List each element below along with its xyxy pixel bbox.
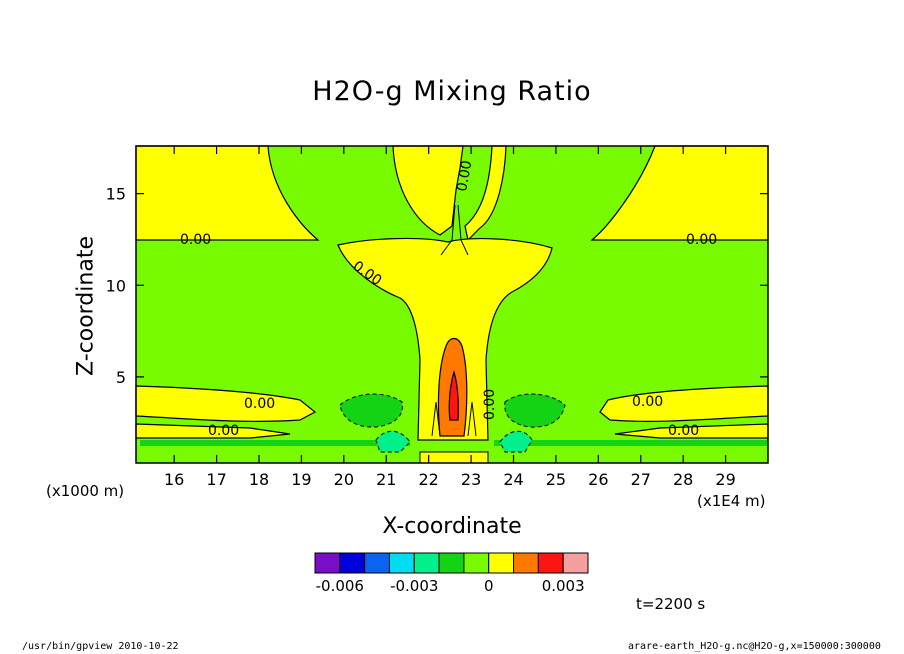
- x-tick-label: 23: [461, 470, 481, 489]
- x-tick-label: 27: [631, 470, 651, 489]
- contour-region-surface-yellow: [419, 451, 489, 464]
- x-tick-label: 26: [588, 470, 608, 489]
- contour-line-chimney: [440, 204, 469, 256]
- contour-region-lower-right: [599, 385, 769, 422]
- contour-region-top-center: [392, 145, 464, 236]
- contour-band-green-left: [140, 440, 410, 446]
- x-tick-label: 16: [164, 470, 184, 489]
- y-axis-label: Z-coordinate: [73, 236, 99, 376]
- colorbar-swatch: [537, 552, 564, 574]
- plot-area: [135, 145, 769, 464]
- colorbar-swatch: [413, 552, 440, 574]
- contour-label: 0.00: [686, 232, 717, 248]
- y-axis-unit: (x1000 m): [46, 482, 125, 500]
- colorbar-swatch: [488, 552, 515, 574]
- contour-label: 0.00: [454, 159, 475, 192]
- colorbar-swatch: [339, 552, 366, 574]
- colorbar-swatch: [463, 552, 490, 574]
- x-axis-label: X-coordinate: [382, 514, 522, 539]
- colorbar-swatch: [388, 552, 415, 574]
- x-tick-label: 24: [503, 470, 523, 489]
- contour-label: 0.00: [632, 394, 663, 410]
- x-tick-label: 17: [206, 470, 226, 489]
- x-axis-unit: (x1E4 m): [697, 492, 766, 510]
- colorbar-swatch: [562, 552, 589, 574]
- colorbar-tick-label: -0.006: [316, 577, 364, 595]
- footer-right: arare-earth_H2O-g.nc@H2O-g,x=150000:3000…: [628, 641, 881, 652]
- contour-label: 0.00: [180, 232, 211, 248]
- y-axis-ticks: 5 10 15: [106, 185, 768, 387]
- contour-region-core-red: [448, 369, 459, 421]
- x-axis-ticks: 16 17 18 19 20 21 22 23 24 25 26 27 28 29: [164, 146, 736, 489]
- footer-left: /usr/bin/gpview 2010-10-22: [22, 641, 179, 652]
- x-tick-label: 21: [376, 470, 396, 489]
- x-tick-label: 20: [334, 470, 354, 489]
- x-tick-label: 22: [418, 470, 438, 489]
- colorbar: -0.006 -0.003 0 0.003: [314, 552, 589, 595]
- contour-label: 0.00: [244, 396, 275, 412]
- contour-region-upper-left: [135, 145, 320, 241]
- contour-label: 0.00: [208, 423, 239, 439]
- time-annotation: t=2200 s: [636, 595, 706, 613]
- contour-region-anvil: [337, 237, 553, 441]
- colorbar-tick-label: 0.003: [542, 577, 585, 595]
- colorbar-swatch: [314, 552, 341, 574]
- x-tick-label: 29: [715, 470, 735, 489]
- x-tick-label: 19: [291, 470, 311, 489]
- x-tick-label: 18: [249, 470, 269, 489]
- contour-region-green-right: [504, 393, 566, 428]
- y-tick-label: 15: [106, 185, 126, 204]
- colorbar-swatch: [364, 552, 390, 574]
- y-tick-label: 10: [106, 276, 126, 295]
- contour-region-lower-left: [135, 385, 317, 422]
- colorbar-tick-label: -0.003: [390, 577, 438, 595]
- x-tick-label: 28: [673, 470, 693, 489]
- colorbar-swatch: [513, 552, 539, 574]
- colorbar-swatch: [438, 552, 465, 574]
- chart-title: H2O-g Mixing Ratio: [312, 76, 592, 107]
- contour-region-top-center-right: [464, 145, 507, 242]
- contour-region-upper-right: [590, 145, 769, 241]
- contour-line-core-left: [431, 401, 441, 437]
- colorbar-tick-label: 0: [484, 577, 494, 595]
- contour-region-teal-right: [499, 430, 533, 453]
- contour-label: 0.00: [668, 423, 699, 439]
- contour-region-green-left: [339, 393, 404, 428]
- y-tick-label: 5: [116, 368, 126, 387]
- contour-region-teal-left: [375, 430, 411, 453]
- contour-band-green-right: [494, 440, 768, 446]
- contour-label: 0.00: [482, 389, 498, 420]
- x-tick-label: 25: [546, 470, 566, 489]
- plot-frame: [135, 145, 769, 464]
- contour-line-core-right: [467, 401, 477, 437]
